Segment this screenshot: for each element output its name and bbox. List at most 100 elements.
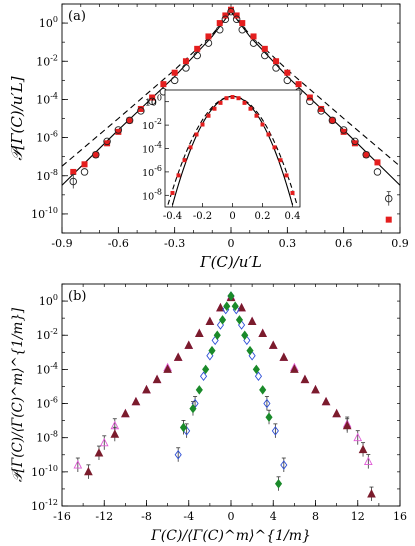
red-square-point [194,45,201,52]
black-circle-point [317,107,325,115]
inset-red-point [236,96,241,101]
y-axis-label: 𝒫[Γ(C)/u′L] [8,76,26,160]
black-circle-point [384,194,393,203]
filled-diamond-point [246,345,254,356]
open-triangle-point [353,432,363,442]
filled-diamond-point [208,345,216,356]
black-circle-point [92,151,100,159]
black-circle-point [125,116,134,125]
y-tick-label: 10-2 [36,53,58,68]
black-circle-point [103,137,111,146]
red-square-point [340,128,347,135]
y-tick-label: 100 [39,293,58,308]
inset-red-point [278,158,283,163]
black-circle-point [204,39,213,47]
inset-y-tick-label-exp: -2 [154,117,162,126]
inset-y-tick-label-exp: -8 [154,187,162,196]
x-tick-label: -8 [141,510,152,523]
inset-red-point [242,100,247,105]
inset-red-point [176,173,181,178]
y-tick-label-exp: -12 [45,498,58,507]
y-tick-label-exp: -2 [50,53,58,62]
y-tick-label: 10-4 [36,361,58,376]
filled-triangle-point [205,316,215,326]
black-circle-point [373,168,382,176]
black-circle-point [193,51,201,60]
filled-diamond-point [189,403,197,414]
inset-y-tick-label-base: 10 [142,121,154,132]
y-tick-label-base: 10 [36,363,50,376]
x-axis-label: Γ(C)/u′L [199,253,262,271]
inset-frame [164,89,301,208]
red-square-point [295,81,302,88]
y-tick-label-base: 10 [31,500,45,513]
inset-x-tick-label: -0.2 [193,211,212,222]
open-triangle-point [73,460,83,469]
open-diamond-point [174,450,182,460]
inset-y-tick-label-base: 10 [142,145,154,156]
red-square-point [385,216,392,223]
inset-red-point [230,95,235,100]
y-tick-label-exp: -4 [50,361,58,370]
y-tick-label-base: 10 [39,295,53,308]
inset-red-point [260,122,265,127]
inset-red-point [206,113,211,118]
black-circle-point [283,76,292,85]
filled-triangle-point [358,444,368,454]
y-tick-label-base: 10 [39,17,53,30]
y-tick-label-exp: -6 [50,396,58,405]
inset-y-tick-label-base: 10 [142,191,154,202]
open-triangle-point [363,456,373,466]
filled-diamond-point [195,385,203,395]
filled-triangle-point [184,340,194,349]
black-circle-point [328,116,337,125]
filled-diamond-point [227,291,235,301]
filled-triangle-point [311,384,320,394]
filled-diamond-point [231,301,239,311]
x-tick-label: 16 [393,510,407,523]
red-square-point [222,12,229,19]
red-square-point [273,58,280,65]
filled-triangle-point [94,448,104,457]
panel-label: (b) [68,289,86,304]
inset-x-tick-label: 0.2 [255,211,271,222]
inset-red-point [182,158,187,163]
y-tick-label-exp: -10 [45,206,58,215]
filled-triangle-point [152,374,162,384]
black-circle-point [114,126,123,134]
red-square-point [351,140,358,147]
panel-label: (a) [68,9,86,24]
black-circle-point [215,26,224,34]
y-tick-label: 10-2 [36,327,58,342]
black-circle-point [249,39,258,47]
y-tick-label-exp: -10 [45,464,58,473]
filled-diamond-point [265,412,273,422]
x-tick-label: 12 [351,510,365,523]
inset-y-tick-label-exp: 0 [157,94,162,103]
red-square-point [160,81,167,88]
black-circle-point [232,15,241,24]
filled-triangle-point [367,489,376,498]
panel-a: -0.9 -0.6 -0.3 0 0.3 0.6 0.910010-210-410-610-… [8,3,409,271]
inset-red-point [272,145,277,150]
filled-diamond-point [259,385,267,395]
black-circle-point [170,76,179,85]
open-triangle-point [99,437,109,447]
black-circle-point [339,126,348,134]
filled-diamond-point [202,364,210,375]
red-square-point [81,161,88,168]
x-tick-label: -4 [183,510,194,523]
y-tick-label-base: 10 [36,93,50,106]
filled-triangle-point [321,396,331,406]
red-square-point [239,20,246,27]
y-tick-label: 10-6 [36,396,58,411]
open-diamond-point [254,371,263,381]
open-diamond-point [199,371,208,381]
black-circle-point [221,15,230,24]
y-tick-label: 10-4 [36,91,58,106]
red-square-point [182,58,189,65]
x-tick-label: 8 [312,510,319,523]
filled-diamond-point [213,330,221,340]
red-square-point [216,20,223,27]
